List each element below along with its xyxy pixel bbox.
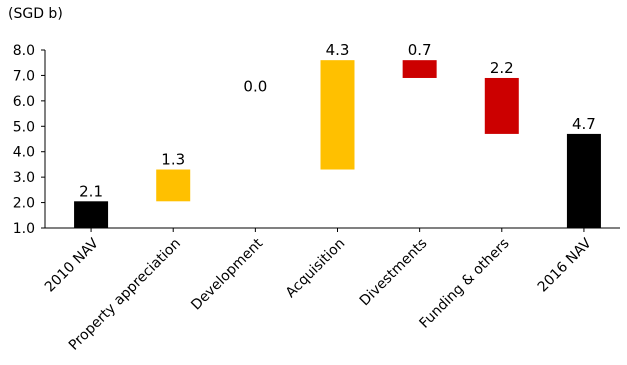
bar-5 bbox=[484, 77, 519, 134]
category-label: 2010 NAV bbox=[42, 235, 102, 295]
bar-4 bbox=[402, 60, 437, 78]
value-label: 2.2 bbox=[490, 59, 514, 77]
bar-3 bbox=[320, 60, 355, 170]
category-label: Development bbox=[188, 235, 266, 313]
value-label: 2.1 bbox=[79, 182, 103, 200]
value-label: 4.7 bbox=[572, 115, 596, 133]
bar-0 bbox=[74, 201, 109, 228]
bar-1 bbox=[156, 169, 191, 202]
y-tick-label: 1.0 bbox=[13, 221, 35, 237]
y-tick-label: 6.0 bbox=[13, 94, 35, 110]
bar-6 bbox=[566, 133, 601, 228]
y-tick-label: 8.0 bbox=[13, 43, 35, 59]
category-label: Acquisition bbox=[283, 236, 349, 302]
category-label: 2016 NAV bbox=[535, 235, 595, 295]
category-label: Divestments bbox=[357, 236, 431, 310]
y-tick-label: 3.0 bbox=[13, 170, 35, 186]
y-tick-label: 7.0 bbox=[13, 68, 35, 84]
value-label: 0.0 bbox=[243, 78, 267, 96]
value-label: 0.7 bbox=[408, 41, 432, 59]
y-tick-label: 4.0 bbox=[13, 145, 35, 161]
y-tick-label: 2.0 bbox=[13, 196, 35, 212]
value-label: 4.3 bbox=[326, 41, 350, 59]
unit-label: (SGD b) bbox=[8, 6, 63, 22]
y-tick-label: 5.0 bbox=[13, 119, 35, 135]
value-label: 1.3 bbox=[161, 151, 185, 169]
category-label: Funding & others bbox=[416, 236, 512, 332]
